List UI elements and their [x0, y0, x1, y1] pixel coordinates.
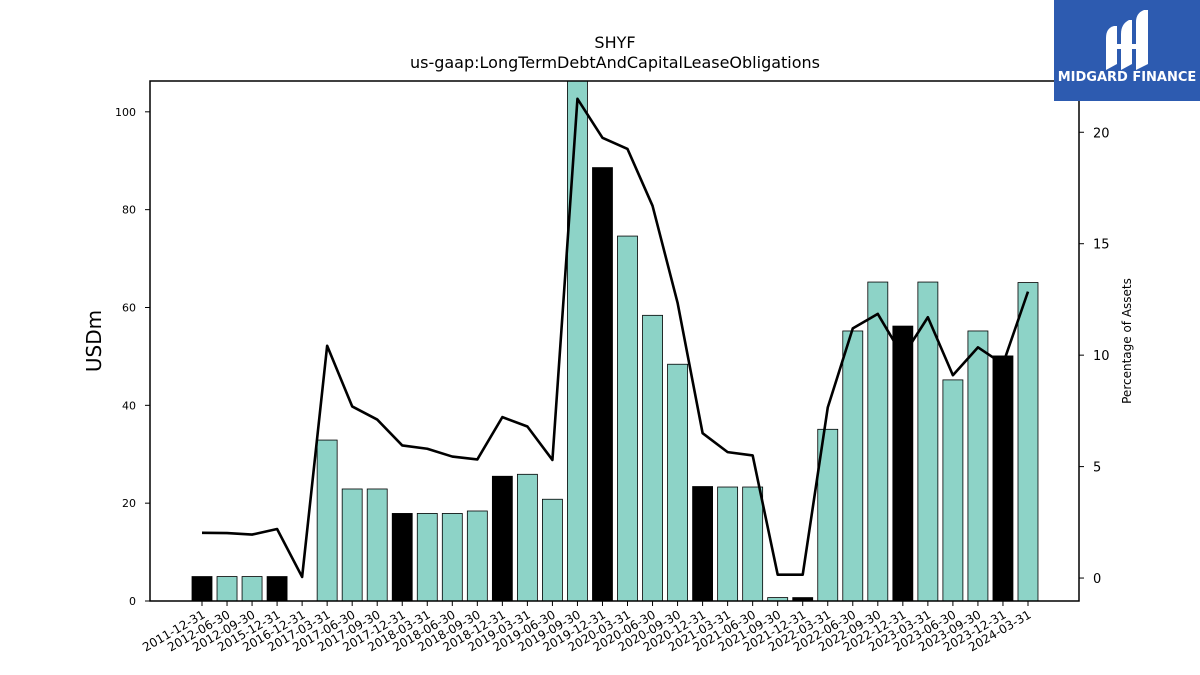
bar [642, 314, 663, 602]
bar [667, 363, 688, 602]
bar [692, 486, 713, 602]
y2-tick-label: 0 [1093, 572, 1101, 587]
bar [516, 473, 538, 602]
bar [266, 576, 288, 602]
y-tick-label: 20 [122, 497, 136, 510]
y-tick-label: 80 [122, 204, 136, 217]
y-tick-label: 60 [122, 301, 136, 314]
bar [216, 576, 238, 602]
y2-tick-label: 5 [1093, 461, 1101, 476]
bar [441, 513, 463, 602]
bar [992, 355, 1014, 602]
y2-tick-label: 20 [1093, 126, 1110, 141]
bar [967, 330, 989, 602]
bar [391, 513, 413, 602]
percentage-line [201, 97, 1030, 579]
bar [191, 576, 213, 602]
bar [942, 379, 964, 602]
y-tick-label: 100 [115, 106, 136, 119]
bar [892, 325, 914, 602]
y-axis-left: 0 20 40 60 80 100 [115, 106, 150, 608]
logo: MIDGARD FINANCE [1054, 0, 1200, 101]
bar [592, 167, 613, 602]
x-axis: 2011-12-312012-06-302012-09-302015-12-31… [140, 601, 1033, 654]
y2-tick-label: 15 [1093, 238, 1110, 253]
bar [416, 513, 438, 602]
bar [542, 498, 563, 602]
bar [567, 80, 588, 602]
bar [241, 576, 263, 602]
bar [366, 488, 388, 602]
line-series [201, 97, 1030, 579]
chart-subtitle: us-gaap:LongTermDebtAndCapitalLeaseOblig… [410, 53, 820, 72]
bar-series [191, 80, 1039, 602]
bar [842, 330, 864, 602]
plot-frame [149, 80, 1080, 602]
chart-title: SHYF [594, 33, 635, 52]
bar [491, 475, 513, 602]
y-axis-label: USDm [82, 310, 106, 372]
y-axis-right: 0 5 10 15 20 [1079, 126, 1110, 587]
y-tick-label: 40 [122, 399, 136, 412]
bar [717, 486, 739, 602]
bar [1017, 282, 1039, 602]
bar [341, 488, 363, 602]
bar [867, 281, 889, 602]
bar [466, 510, 488, 602]
logo-mark-icon [1106, 10, 1148, 70]
bar [742, 486, 764, 602]
y-tick-label: 0 [129, 595, 136, 608]
bar [316, 439, 338, 602]
bar [617, 235, 638, 602]
logo-text: MIDGARD FINANCE [1058, 70, 1197, 85]
y2-tick-label: 10 [1093, 349, 1110, 364]
y2-axis-label: Percentage of Assets [1120, 278, 1134, 404]
